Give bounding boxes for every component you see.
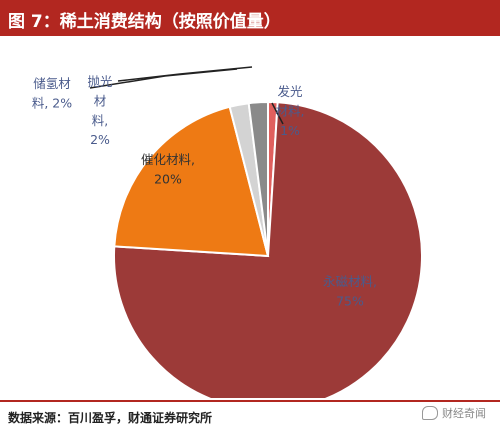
data-label-chuqing: 储氢材料, 2% [32, 76, 72, 110]
pie-slice-yongci [112, 101, 423, 398]
footer-divider [0, 400, 500, 402]
data-label-paoguang: 抛光材料, 2% [87, 74, 112, 147]
watermark: 财经奇闻 [422, 405, 486, 421]
pie-chart: 发光材料, 1% 永磁材料, 75% 催化材料, 20% 储氢材料, 2% 抛光材料, 2% [32, 66, 423, 398]
data-label-cuihua: 催化材料, 20% [141, 152, 195, 186]
source-note: 数据来源：百川盈孚，财通证券研究所 [8, 411, 213, 425]
watermark-text: 财经奇闻 [442, 407, 486, 420]
title-bar: 图 7：稀土消费结构（按照价值量） [0, 0, 500, 36]
data-label-faguang: 发光材料, 1% [276, 84, 305, 138]
leader-line-faguang [271, 102, 284, 125]
pie-slice-paoguang [247, 100, 269, 257]
wechat-icon [422, 406, 438, 420]
data-label-yongci: 永磁材料, 75% [323, 274, 377, 308]
leader-line-paoguang [117, 66, 253, 82]
chart-title: 图 7：稀土消费结构（按照价值量） [8, 12, 281, 32]
pie-slice-cuihua [113, 105, 270, 258]
